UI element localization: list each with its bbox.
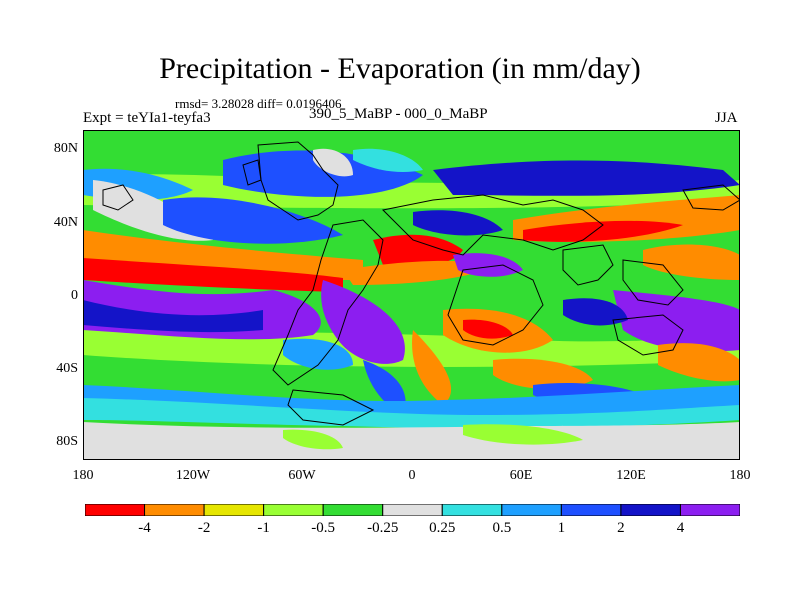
- colorbar-swatch: [84, 503, 146, 517]
- map-field-negative: [463, 319, 513, 339]
- y-tick-label: 80N: [53, 141, 78, 156]
- y-tick-label: 40S: [56, 361, 78, 376]
- continent-outline: [257, 141, 339, 221]
- map-field-positive: [453, 253, 523, 277]
- colorbar-swatch: [620, 503, 681, 517]
- map-field-negative: [523, 220, 683, 242]
- continent-outline: [287, 389, 375, 426]
- map-title: Precipitation - Evaporation (in mm/day): [159, 52, 641, 85]
- map-field-positive: [321, 280, 405, 364]
- map-frame: [83, 130, 740, 460]
- colorbar-label: 1: [557, 520, 566, 536]
- colorbar-label: -0.25: [367, 520, 399, 536]
- colorbar-swatch: [144, 503, 205, 517]
- colorbar-swatch: [203, 503, 265, 517]
- map-field-positive: [433, 160, 740, 196]
- colorbar-swatch: [322, 503, 384, 517]
- colorbar-label: -1: [257, 520, 270, 536]
- map-panel: [83, 130, 740, 460]
- x-tick-label: 60E: [509, 468, 533, 483]
- period-label: 390_5_MaBP - 000_0_MaBP: [309, 106, 488, 122]
- y-tick-label: 0: [71, 288, 78, 303]
- map-field-positive: [83, 398, 740, 428]
- y-tick-label: 40N: [53, 215, 78, 230]
- colorbar-swatch: [441, 503, 503, 517]
- continent-outline: [612, 314, 684, 356]
- map-field-negative: [343, 260, 493, 285]
- map-field-positive: [613, 290, 740, 352]
- experiment-label: Expt = teYIa1-teyfa3: [83, 110, 211, 126]
- colorbar-swatches: [84, 503, 741, 517]
- map-field-negative: [493, 358, 593, 390]
- colorbar-label: 0.5: [492, 520, 512, 536]
- continent-outline: [381, 194, 604, 256]
- map-field-neutral: [83, 422, 740, 460]
- colorbar-swatch: [679, 503, 741, 517]
- precipitation-map: [83, 130, 740, 460]
- colorbar-swatch: [263, 503, 324, 517]
- continent-outlines: [102, 141, 740, 426]
- map-field-band: [463, 424, 583, 445]
- colorbar-label: 0.25: [429, 520, 456, 536]
- stats-text: rmsd= 3.28028 diff= 0.0196406: [175, 96, 342, 111]
- colorbar-label: 2: [617, 520, 625, 536]
- map-field-negative: [83, 258, 343, 292]
- x-tick-label: 60W: [288, 468, 316, 483]
- x-tick-label: 180: [729, 468, 751, 483]
- map-field-positive: [353, 148, 423, 172]
- season-label: JJA: [715, 110, 738, 126]
- map-field-positive: [283, 338, 353, 370]
- continent-outline: [242, 159, 262, 186]
- continent-outline: [272, 219, 384, 386]
- colorbar-label: -0.5: [311, 520, 336, 536]
- map-field-positive: [163, 197, 343, 244]
- colorbar-label: -2: [197, 520, 211, 536]
- continent-outline: [102, 184, 134, 211]
- map-field-negative: [658, 343, 740, 382]
- map-field-positive: [83, 300, 263, 333]
- colorbar-swatch: [382, 503, 443, 517]
- x-tick-label: 180: [72, 468, 94, 483]
- map-field-band: [283, 429, 343, 450]
- colorbar: [84, 503, 741, 517]
- map-field-positive: [563, 298, 628, 326]
- x-tick-label: 120E: [616, 468, 646, 483]
- map-field-negative: [643, 244, 740, 280]
- colorbar-label: -4: [138, 520, 151, 536]
- continent-outline: [622, 259, 684, 306]
- colorbar-swatch: [501, 503, 562, 517]
- map-field-negative: [412, 330, 452, 405]
- colorbar-swatch: [560, 503, 622, 517]
- map-field-positive: [413, 210, 503, 236]
- map-field-negative: [373, 234, 463, 267]
- x-tick-label: 120W: [175, 468, 211, 483]
- colorbar-label: 4: [676, 520, 685, 536]
- x-tick-label: 0: [408, 468, 416, 483]
- continent-outline: [562, 244, 614, 286]
- continent-outline: [447, 264, 544, 346]
- continent-outline: [682, 184, 740, 211]
- y-tick-label: 80S: [56, 434, 78, 449]
